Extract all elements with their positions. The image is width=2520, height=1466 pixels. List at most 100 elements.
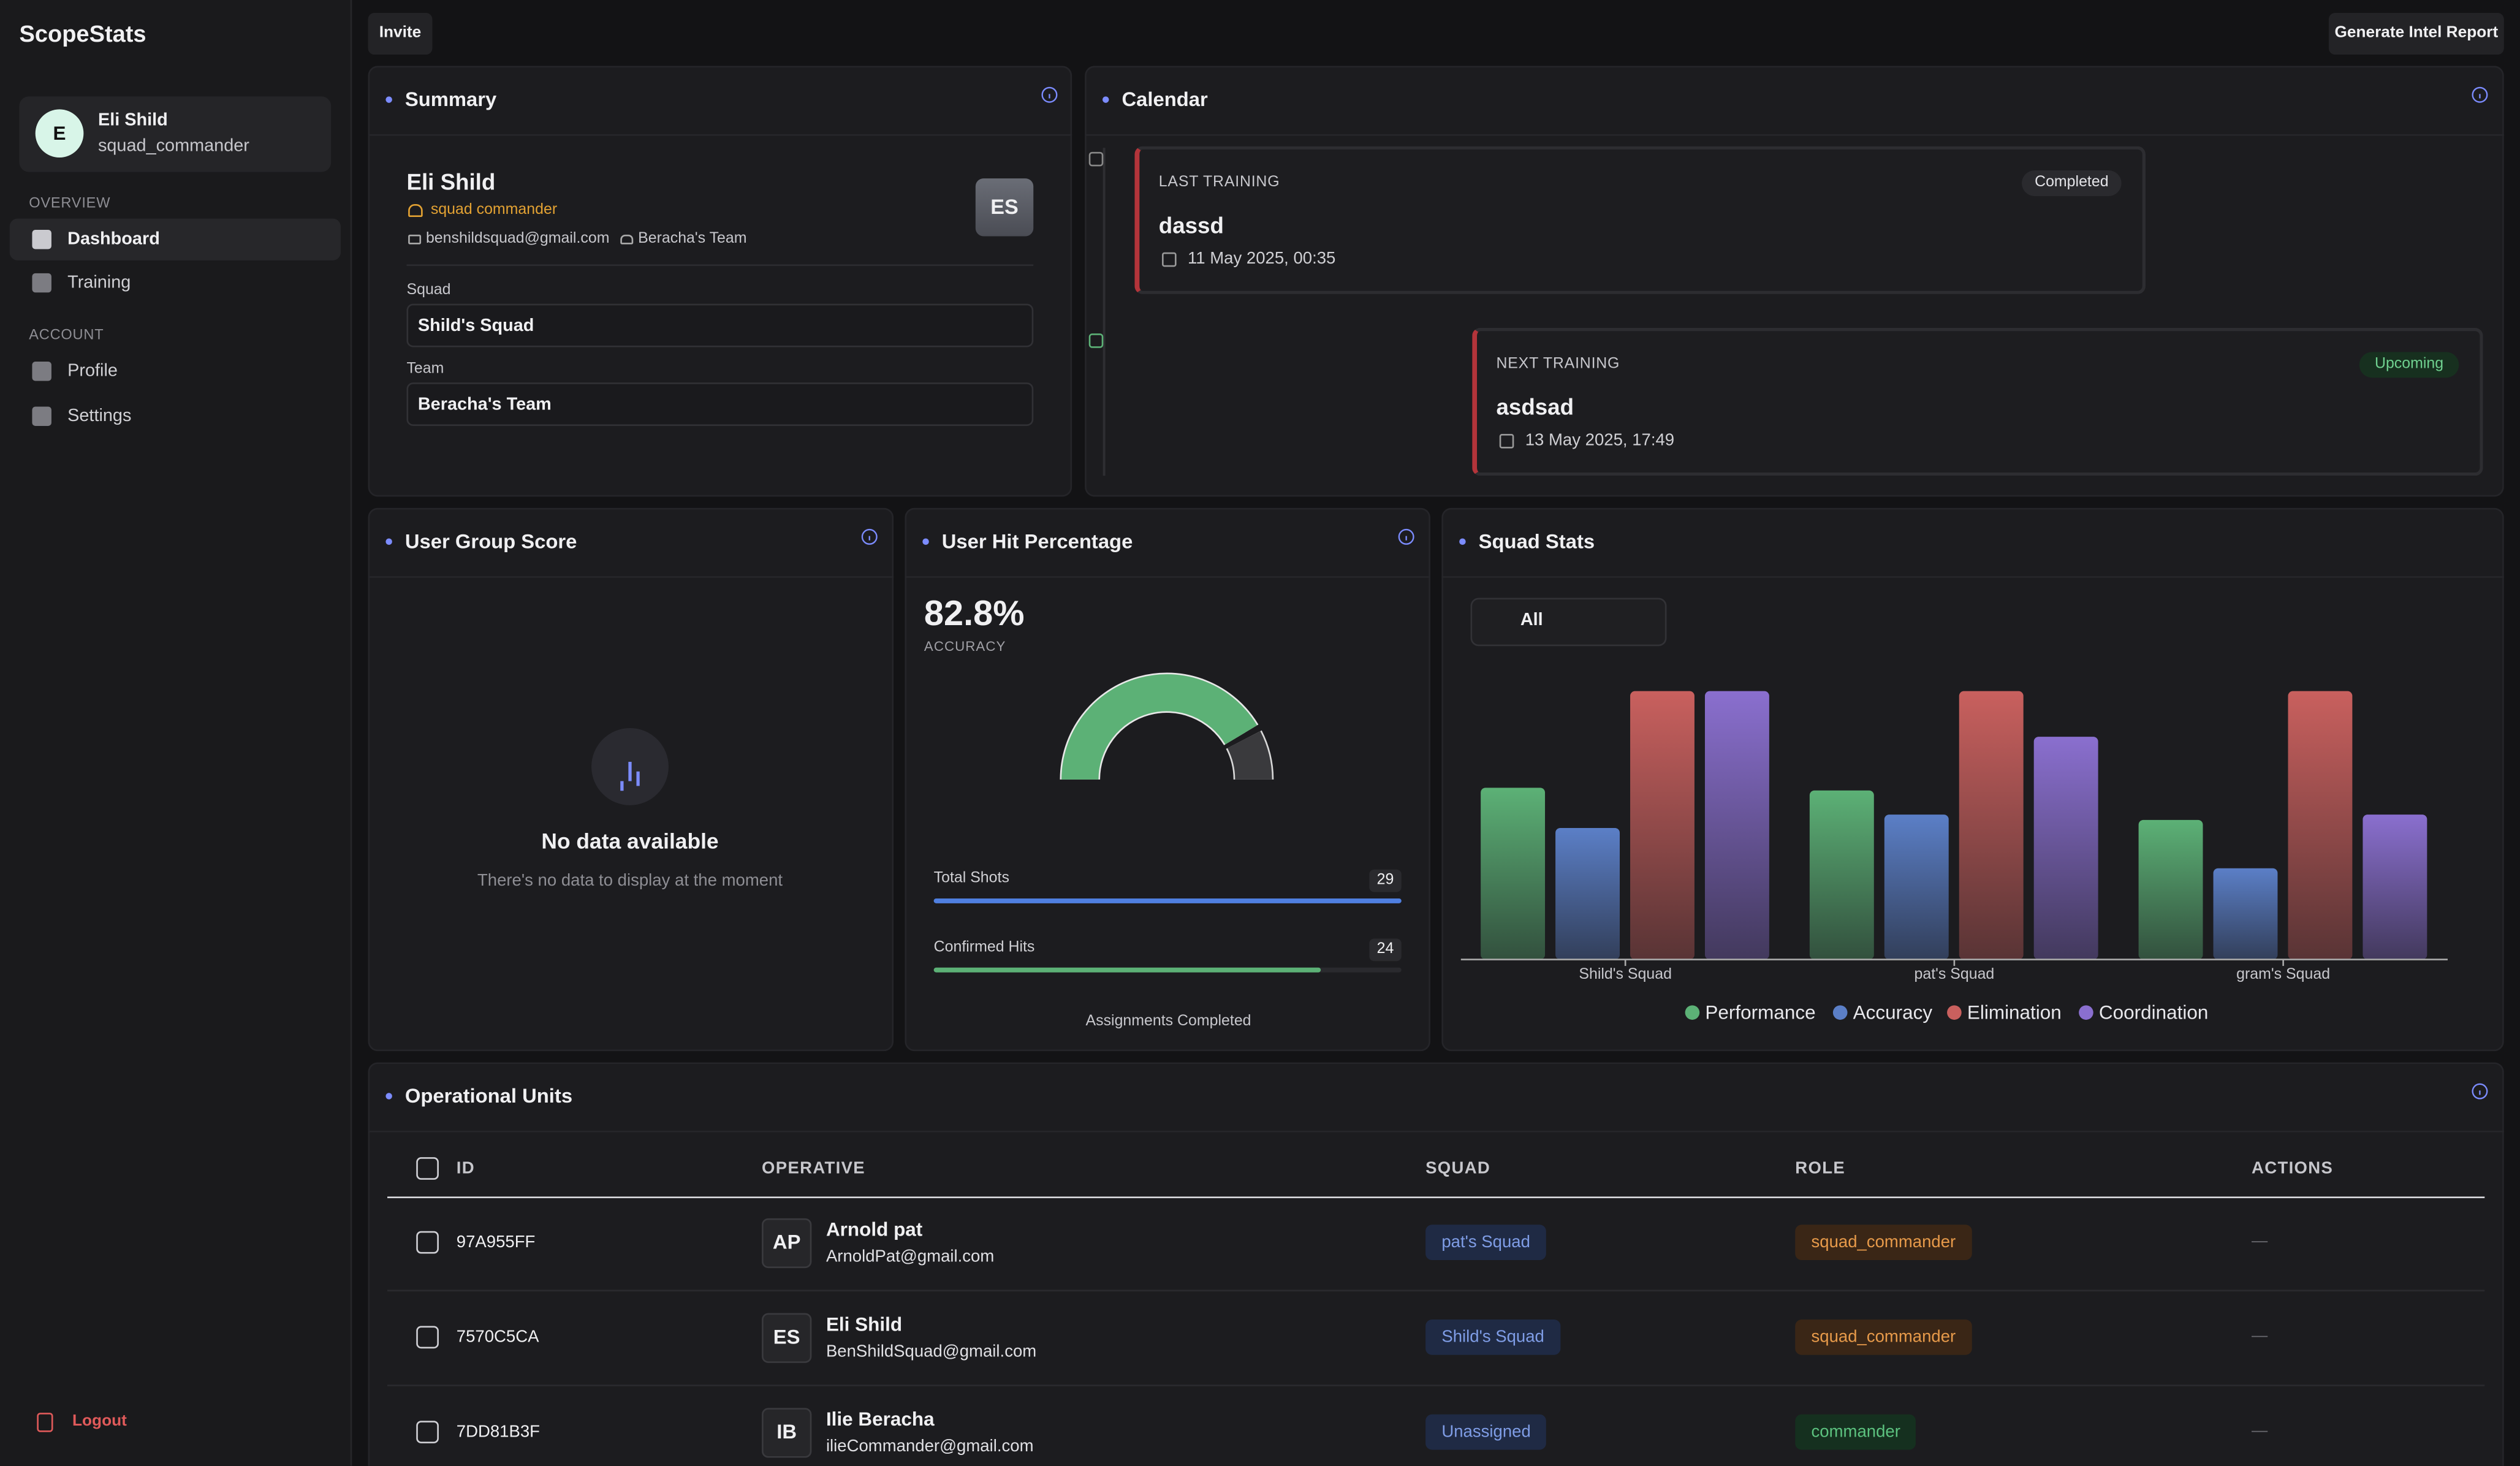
invite-button[interactable] (368, 12, 433, 55)
bar (1959, 691, 2024, 960)
stat-value: 29 (1376, 871, 1394, 889)
nav-item[interactable]: Training (67, 273, 131, 293)
unit-actions: — (2252, 1232, 2268, 1251)
empty-icon-bar (636, 771, 640, 786)
gauge-fill (1061, 674, 1258, 780)
nav-active[interactable] (9, 218, 341, 260)
bar (2288, 691, 2353, 960)
stat-value: 24 (1376, 940, 1394, 958)
unit-initials: IB (776, 1421, 797, 1443)
bar (2362, 815, 2427, 960)
logout[interactable]: Logout (72, 1413, 127, 1430)
info-icon (1398, 528, 1414, 545)
nav-item[interactable]: Dashboard (67, 230, 160, 249)
field-input (406, 382, 1034, 426)
report-label[interactable]: Generate Intel Report (2334, 24, 2499, 42)
unit-squad: Shild's Squad (1441, 1327, 1544, 1347)
status-pill (2022, 170, 2122, 196)
column-header: ACTIONS (2252, 1158, 2334, 1179)
field-input (406, 303, 1034, 348)
event-kind: LAST TRAINING (1158, 173, 1280, 192)
field-value: Shild's Squad (417, 316, 534, 336)
user-handle: squad_commander (97, 136, 249, 156)
unit-id: 7DD81B3F (456, 1422, 541, 1442)
title-dot (385, 1093, 392, 1100)
profile-name: Eli Shild (406, 169, 496, 195)
legend-label: Coordination (2098, 1001, 2209, 1024)
empty-title: No data available (541, 829, 719, 854)
event-name: dassd (1158, 212, 1224, 238)
title-dot (385, 96, 392, 103)
column-header: OPERATIVE (762, 1158, 865, 1179)
column-header: ID (456, 1158, 475, 1179)
bar (1630, 691, 1695, 960)
unit-id: 7570C5CA (456, 1327, 539, 1347)
checkbox[interactable] (416, 1231, 439, 1254)
profile-avatar (975, 178, 1034, 237)
bar (1809, 790, 1874, 960)
accuracy-caption: ACCURACY (924, 638, 1006, 655)
role-badge (1795, 1225, 1972, 1261)
units-card (368, 1062, 2504, 1466)
nav-icon (32, 230, 51, 249)
unit-actions: — (2252, 1327, 2268, 1345)
event-card (1134, 146, 2146, 294)
unit-role: commander (1811, 1422, 1900, 1442)
bar (1704, 691, 1769, 960)
nav-section: ACCOUNT (29, 326, 104, 343)
title-dot (1459, 538, 1466, 545)
title-dot (1102, 96, 1109, 103)
checkbox[interactable] (416, 1326, 439, 1349)
hit-card (905, 507, 1430, 1052)
unit-name: Arnold pat (825, 1218, 923, 1241)
stat-bar (933, 967, 1321, 973)
brand: ScopeStats (19, 22, 146, 48)
event-name: asdsad (1496, 393, 1574, 420)
role-badge (1795, 1414, 1916, 1450)
empty-icon-bar (628, 762, 632, 781)
unit-name: Eli Shild (825, 1313, 903, 1336)
unit-id: 97A955FF (456, 1232, 536, 1252)
bar (2033, 737, 2098, 960)
field-value: Beracha's Team (417, 395, 552, 415)
role-badge (1795, 1320, 1972, 1355)
x-tick-label: gram's Squad (2236, 966, 2331, 984)
x-tick-label: pat's Squad (1914, 966, 1995, 984)
nav-item[interactable]: Settings (67, 406, 132, 426)
card-title: User Group Score (404, 530, 577, 553)
nav-item[interactable]: Profile (67, 362, 118, 381)
user-avatar (35, 109, 84, 158)
column-header: ROLE (1795, 1158, 1846, 1179)
accuracy-value: 82.8% (924, 593, 1025, 634)
legend-label: Elimination (1967, 1001, 2062, 1024)
unit-avatar (762, 1313, 812, 1363)
info-icon (861, 528, 878, 545)
checkbox[interactable] (416, 1157, 439, 1180)
unit-actions: — (2252, 1422, 2268, 1440)
event-kind: NEXT TRAINING (1496, 355, 1620, 373)
event-card (1472, 327, 2483, 476)
event-date: 11 May 2025, 00:35 (1187, 249, 1336, 268)
unit-email: BenShildSquad@gmail.com (825, 1342, 1037, 1362)
logout-icon (37, 1413, 53, 1432)
unit-initials: AP (772, 1231, 801, 1254)
checkbox[interactable] (416, 1421, 439, 1443)
bar (1555, 828, 1620, 960)
report-button[interactable] (2328, 12, 2504, 55)
unit-role: squad_commander (1811, 1232, 1956, 1252)
mail-icon (408, 234, 422, 245)
empty-text: There's no data to display at the moment (477, 871, 783, 891)
timeline-icon (1088, 151, 1104, 167)
legend-label: Accuracy (1853, 1001, 1933, 1024)
empty-icon-bar (620, 781, 624, 791)
unit-initials: ES (773, 1326, 800, 1349)
filter-value[interactable]: All (1520, 610, 1543, 631)
x-tick-label: Shild's Squad (1579, 966, 1672, 984)
bar (1481, 788, 1546, 960)
legend-swatch (1685, 1005, 1700, 1020)
filter-select[interactable] (1470, 598, 1667, 647)
nav-section: OVERVIEW (29, 194, 111, 211)
bar (2138, 819, 2203, 960)
invite-label[interactable]: Invite (379, 24, 422, 42)
